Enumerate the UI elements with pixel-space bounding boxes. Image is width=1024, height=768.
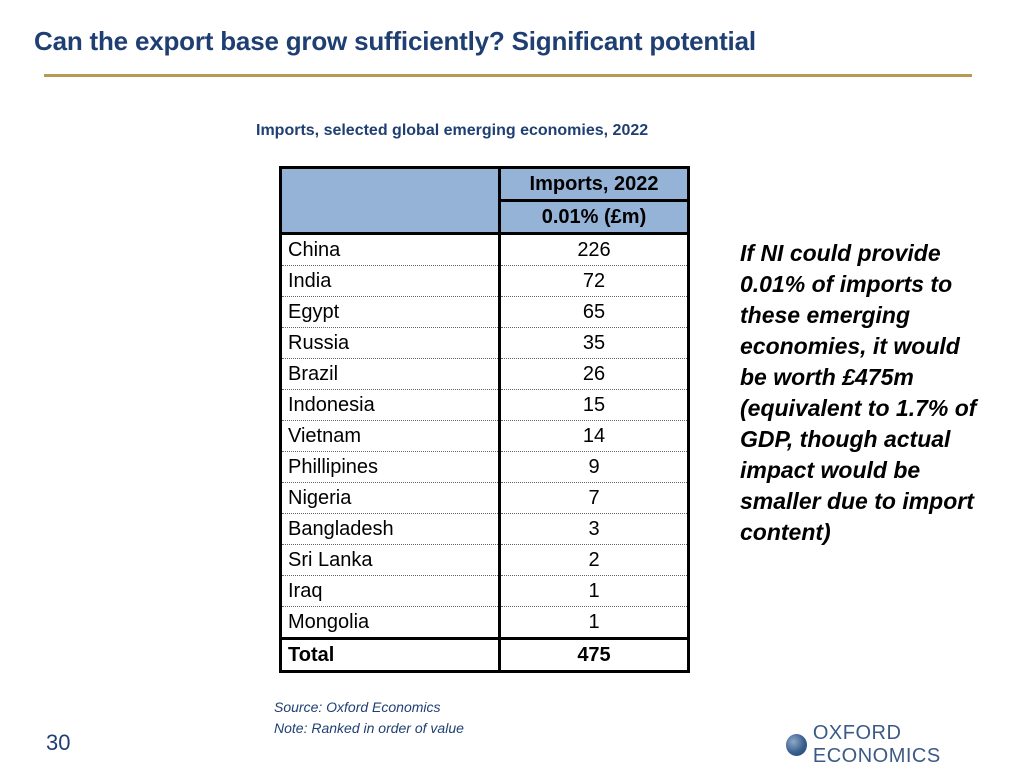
country-cell: Egypt	[279, 296, 501, 328]
header-imports-2022: Imports, 2022	[498, 166, 690, 202]
table-row: Mongolia 1	[279, 606, 690, 640]
table-row: Bangladesh 3	[279, 513, 690, 545]
table-title: Imports, selected global emerging econom…	[256, 122, 649, 139]
table-row: India 72	[279, 265, 690, 297]
globe-icon	[786, 734, 807, 756]
page-number: 30	[46, 730, 71, 755]
table-row: Brazil 26	[279, 358, 690, 390]
country-cell: Russia	[279, 327, 501, 359]
table-row: Sri Lanka 2	[279, 544, 690, 576]
country-cell: Mongolia	[279, 606, 501, 640]
note-line: Note: Ranked in order of value	[274, 720, 464, 736]
header-units: 0.01% (£m)	[498, 199, 690, 235]
country-cell: Vietnam	[279, 420, 501, 452]
value-cell: 15	[499, 389, 690, 421]
value-cell: 1	[499, 575, 690, 607]
total-label-cell: Total	[279, 637, 501, 673]
country-cell: Bangladesh	[279, 513, 501, 545]
header-blank-cell	[279, 166, 501, 235]
value-cell: 72	[499, 265, 690, 297]
value-cell: 14	[499, 420, 690, 452]
value-cell: 7	[499, 482, 690, 514]
source-line: Source: Oxford Economics	[274, 699, 441, 715]
country-cell: China	[279, 233, 501, 266]
table-header-row: Imports, 2022	[279, 166, 690, 235]
country-cell: Indonesia	[279, 389, 501, 421]
value-cell: 1	[499, 606, 690, 640]
table-row: Indonesia 15	[279, 389, 690, 421]
country-cell: Brazil	[279, 358, 501, 390]
logo-text: OXFORD ECONOMICS	[812, 722, 941, 767]
value-cell: 9	[499, 451, 690, 483]
callout-text: If NI could provide 0.01% of imports to …	[740, 240, 977, 545]
table-row: Vietnam 14	[279, 420, 690, 452]
country-cell: India	[279, 265, 501, 297]
country-cell: Iraq	[279, 575, 501, 607]
country-cell: Phillipines	[279, 451, 501, 483]
table-total-row: Total 475	[279, 637, 690, 673]
value-cell: 35	[499, 327, 690, 359]
slide-title: Can the export base grow sufficiently? S…	[34, 26, 756, 56]
title-divider	[44, 74, 972, 77]
imports-table: Imports, 2022 0.01% (£m) China 226 India…	[279, 166, 690, 673]
value-cell: 65	[499, 296, 690, 328]
source-notes: Source: Oxford Economics Note: Ranked in…	[274, 697, 464, 739]
value-cell: 226	[499, 233, 690, 266]
value-cell: 26	[499, 358, 690, 390]
table-row: Russia 35	[279, 327, 690, 359]
table-row: Phillipines 9	[279, 451, 690, 483]
table-row: Egypt 65	[279, 296, 690, 328]
table-row: Iraq 1	[279, 575, 690, 607]
table-row: Nigeria 7	[279, 482, 690, 514]
table-row: China 226	[279, 233, 690, 266]
table-subheader-row: 0.01% (£m)	[281, 199, 690, 235]
country-cell: Nigeria	[279, 482, 501, 514]
total-value-cell: 475	[498, 637, 690, 673]
value-cell: 3	[499, 513, 690, 545]
country-cell: Sri Lanka	[279, 544, 501, 576]
value-cell: 2	[499, 544, 690, 576]
oxford-economics-logo: OXFORD ECONOMICS	[786, 722, 1024, 768]
